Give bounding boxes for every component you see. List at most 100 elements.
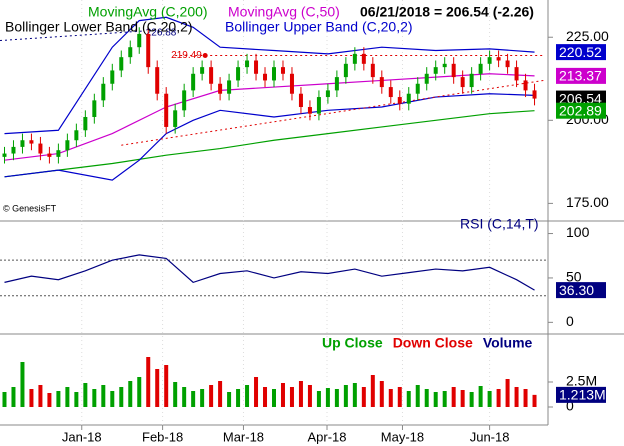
volume-bar (352, 383, 357, 407)
last-value-label: 220.52 (559, 44, 602, 60)
volume-bar (101, 385, 106, 407)
candle-body (397, 97, 402, 104)
volume-bar (406, 391, 411, 407)
volume-bar (316, 391, 321, 407)
legend-entry: Down Close (393, 335, 473, 351)
volume-bar (280, 383, 285, 407)
candle-body (316, 97, 321, 114)
legend-entry: Bollinger Lower Band (C,20,2) (5, 19, 193, 35)
last-value-box (556, 90, 606, 107)
candle-body (505, 60, 510, 68)
volume-bar (65, 387, 70, 407)
candle-body (325, 90, 330, 98)
legend-entry: Bollinger Upper Band (C,20,2) (225, 19, 413, 35)
x-tick-label: Jan-18 (62, 429, 102, 444)
volume-bar (334, 389, 339, 407)
candle-body (74, 130, 79, 141)
overlay-line (4, 110, 535, 178)
volume-bar (379, 381, 384, 407)
volume-bar (38, 385, 43, 407)
candle-body (155, 67, 160, 94)
candle-body (128, 47, 133, 58)
candle-body (65, 140, 70, 151)
last-value-label: 206.54 (559, 90, 602, 106)
legend-entry: MovingAvg (C,200) (88, 4, 208, 20)
volume-bar (137, 377, 142, 407)
candle-body (137, 33, 142, 48)
volume-bar (478, 386, 483, 407)
candle-body (478, 63, 483, 74)
candle-body (352, 53, 357, 64)
y-tick-label: 175.00 (566, 194, 609, 210)
y-tick-label: 225.00 (566, 28, 609, 44)
volume-bar (164, 365, 169, 407)
candle-body (298, 93, 303, 108)
candle-body (146, 33, 151, 68)
volume-bar (191, 391, 196, 407)
volume-bar (505, 379, 510, 407)
volume-bar (424, 389, 429, 407)
x-tick-label: Jun-18 (470, 429, 510, 444)
volume-bar (128, 381, 133, 407)
volume-bar (532, 394, 537, 407)
volume-bar (289, 387, 294, 407)
candle-body (289, 73, 294, 94)
x-tick-label: Feb-18 (142, 429, 183, 444)
candle-body (451, 63, 456, 78)
overlay-line (4, 93, 535, 181)
candle-body (406, 93, 411, 104)
volume-bar (370, 375, 375, 407)
candle-body (182, 90, 187, 111)
volume-bar (307, 385, 312, 407)
trendline (121, 79, 544, 146)
last-value-label: 213.37 (559, 68, 602, 84)
volume-bar (110, 391, 115, 407)
chart-title: 06/21/2018 = 206.54 (-2.26) (360, 4, 534, 20)
volume-bar (236, 389, 241, 407)
volume-bar (74, 392, 79, 407)
candle-body (272, 67, 276, 81)
volume-bar (209, 385, 214, 407)
last-value-box (556, 67, 606, 84)
candle-body (460, 77, 465, 88)
annotation: 219.49 (171, 50, 202, 61)
candle-body (227, 80, 232, 94)
last-value-label: 36.30 (559, 282, 594, 298)
last-value-box (556, 102, 606, 119)
x-tick-label: May-18 (381, 429, 424, 444)
volume-bar (442, 391, 447, 407)
candle-body (11, 146, 16, 154)
volume-bar (20, 362, 25, 407)
legend-entry: Volume (483, 335, 533, 351)
volume-bar (298, 381, 303, 407)
candle-body (200, 67, 205, 74)
x-tick-label: Mar-18 (223, 429, 264, 444)
volume-bar (200, 389, 205, 407)
candle-body (334, 77, 339, 91)
volume-bar (415, 385, 420, 407)
candle-body (56, 150, 61, 157)
candle-body (47, 153, 52, 157)
volume-bar (496, 389, 501, 407)
volume-bar (182, 387, 187, 407)
rsi-line (4, 254, 535, 291)
volume-bar (460, 390, 465, 407)
volume-bar (523, 389, 528, 407)
x-tick-label: Apr-18 (307, 429, 346, 444)
candle-body (487, 57, 492, 64)
candle-body (370, 63, 375, 78)
legend-entry: MovingAvg (C,50) (228, 4, 340, 20)
candle-body (236, 67, 241, 81)
volume-bar (397, 387, 402, 407)
candle-body (119, 57, 124, 71)
volume-bar (388, 389, 393, 407)
candle-body (218, 83, 223, 94)
trend-dot (202, 53, 208, 59)
candle-body (388, 87, 393, 98)
candle-body (38, 143, 43, 154)
volume-bar (56, 391, 61, 407)
volume-bar (83, 383, 88, 407)
panel-title: RSI (C,14,T) (460, 216, 539, 232)
